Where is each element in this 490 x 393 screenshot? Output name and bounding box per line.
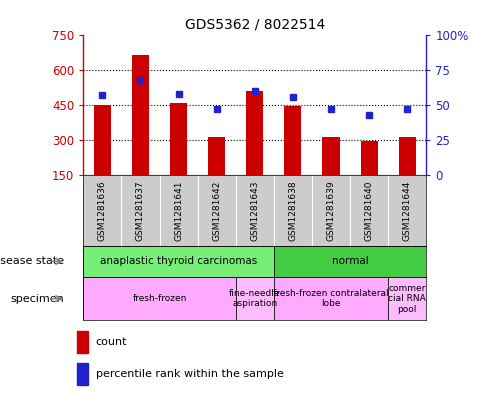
Text: commer
cial RNA
pool: commer cial RNA pool (389, 284, 426, 314)
Bar (236, 277, 274, 320)
Title: GDS5362 / 8022514: GDS5362 / 8022514 (185, 17, 325, 31)
Bar (132, 55, 149, 175)
Text: GSM1281642: GSM1281642 (212, 180, 221, 241)
Bar (94, 105, 111, 175)
Bar (170, 103, 187, 175)
Text: normal: normal (332, 256, 368, 266)
Bar (361, 141, 378, 175)
Bar (77, 331, 88, 353)
Text: count: count (96, 337, 127, 347)
Text: GSM1281640: GSM1281640 (365, 180, 374, 241)
Bar (208, 136, 225, 175)
Bar (388, 277, 426, 320)
Bar (83, 246, 274, 277)
Text: fresh-frozen contralateral
lobe: fresh-frozen contralateral lobe (273, 289, 389, 309)
Text: specimen: specimen (10, 294, 64, 304)
Text: GSM1281639: GSM1281639 (326, 180, 336, 241)
Text: GSM1281636: GSM1281636 (98, 180, 107, 241)
Text: fresh-frozen: fresh-frozen (132, 294, 187, 303)
Text: fine-needle
aspiration: fine-needle aspiration (229, 289, 281, 309)
Bar (399, 136, 416, 175)
Bar (246, 91, 264, 175)
Bar (274, 277, 388, 320)
Text: GSM1281641: GSM1281641 (174, 180, 183, 241)
Text: GSM1281643: GSM1281643 (250, 180, 259, 241)
Text: GSM1281644: GSM1281644 (403, 180, 412, 241)
Bar (83, 277, 236, 320)
Text: GSM1281638: GSM1281638 (289, 180, 297, 241)
Bar (274, 246, 426, 277)
Text: disease state: disease state (0, 256, 64, 266)
Bar (77, 363, 88, 385)
Text: percentile rank within the sample: percentile rank within the sample (96, 369, 283, 379)
Text: GSM1281637: GSM1281637 (136, 180, 145, 241)
Text: anaplastic thyroid carcinomas: anaplastic thyroid carcinomas (100, 256, 257, 266)
Bar (322, 136, 340, 175)
Bar (284, 106, 301, 175)
